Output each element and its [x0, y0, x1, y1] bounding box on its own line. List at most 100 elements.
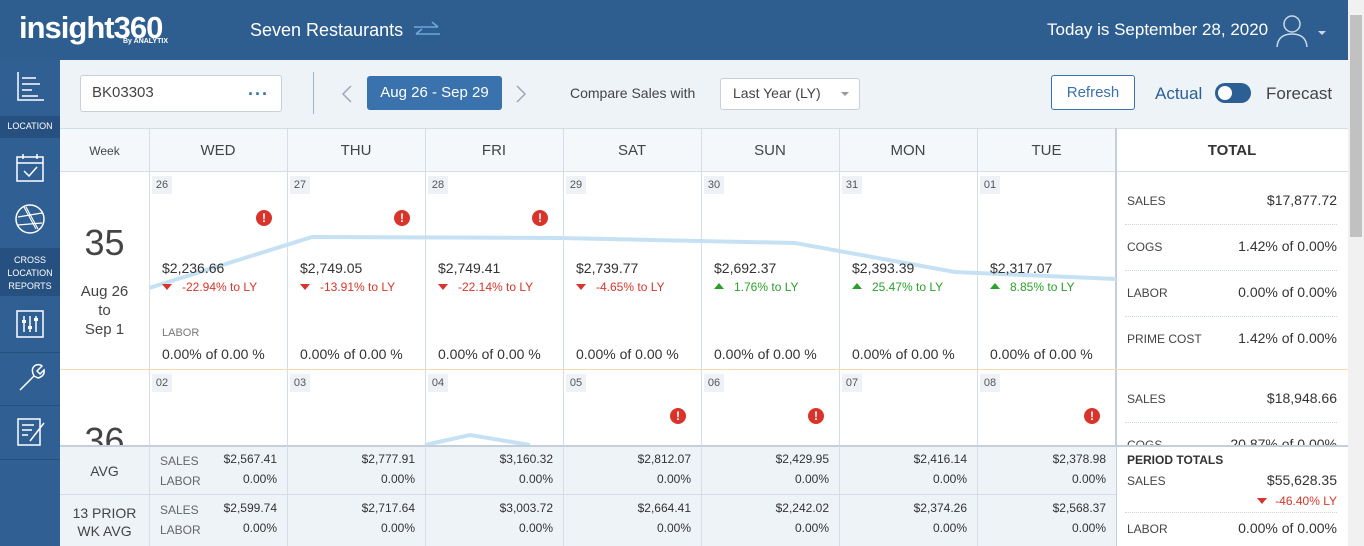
cell-sales: $2,393.39 — [852, 260, 915, 276]
summary-labor: 0.00% — [1071, 472, 1106, 486]
day-header: SUN — [754, 142, 786, 159]
select-caret[interactable] — [840, 90, 850, 98]
calendar-icon[interactable] — [12, 150, 48, 186]
trend-arrow — [300, 284, 310, 290]
day-number: 04 — [431, 377, 445, 389]
summary-sales: $2,717.64 — [361, 501, 415, 515]
trend-arrow — [1257, 498, 1267, 504]
sliders-icon[interactable] — [12, 306, 48, 342]
summary-labor: 0.00% — [1071, 521, 1106, 535]
labor-label: LABOR — [162, 327, 200, 339]
store-select[interactable] — [80, 75, 282, 112]
summary-area — [60, 445, 1116, 546]
column-line — [287, 446, 288, 546]
compare-value[interactable]: Last Year (LY) — [733, 85, 821, 101]
store-code[interactable]: BK03303 — [92, 84, 154, 101]
week-to: Sep 1 — [84, 321, 125, 338]
sidebar-label[interactable]: CROSS LOCATION REPORTS — [7, 255, 53, 291]
total-divider — [1125, 224, 1337, 225]
summary-labor: 0.00% — [242, 472, 277, 486]
column-line — [839, 446, 840, 546]
day-badge — [842, 176, 862, 194]
sidebar — [0, 60, 60, 546]
cell-labor: 0.00% of 0.00 % — [300, 346, 403, 362]
alert-icon[interactable]: ! — [1084, 408, 1100, 424]
summary-sales: $2,777.91 — [361, 452, 415, 466]
period-sales: $55,628.35 — [1266, 472, 1337, 488]
alert-icon[interactable]: ! — [256, 210, 272, 226]
summary-sales: $3,160.32 — [499, 452, 553, 466]
total-value: 1.42% of 0.00% — [1238, 238, 1337, 254]
summary-labor: 0.00% — [380, 472, 415, 486]
period-change: -46.40% LY — [1275, 494, 1337, 508]
summary-labor: 0.00% — [242, 521, 277, 535]
actual-label[interactable]: Actual — [1155, 84, 1203, 103]
day-number: 08 — [983, 377, 997, 389]
summary-labor: 0.00% — [932, 472, 967, 486]
refresh-label[interactable]: Refresh — [1066, 84, 1120, 101]
alert-icon[interactable]: ! — [670, 408, 686, 424]
summary-sales: $3,003.72 — [499, 501, 553, 515]
date-range[interactable]: Aug 26 - Sep 29 — [380, 84, 489, 101]
store-more[interactable]: ... — [248, 79, 270, 99]
header-bar — [0, 0, 1348, 60]
summary-sales: $2,664.41 — [637, 501, 691, 515]
location-band — [0, 116, 60, 138]
cell-change: 8.85% to LY — [1010, 280, 1075, 294]
restaurant-name[interactable]: Seven Restaurants — [250, 20, 404, 40]
alert-icon[interactable]: ! — [808, 408, 824, 424]
column-line — [1115, 128, 1117, 546]
day-badge — [290, 176, 310, 194]
trend-arrow — [990, 283, 1000, 289]
column-line — [839, 128, 840, 546]
day-badge — [980, 176, 1000, 194]
user-icon[interactable] — [1272, 12, 1332, 52]
cell-sales: $2,749.41 — [438, 260, 501, 276]
column-line — [701, 446, 702, 546]
summary-sales: $2,378.98 — [1052, 452, 1106, 466]
total-label: LABOR — [1127, 286, 1168, 300]
total-label: PRIME COST — [1127, 332, 1202, 346]
total-divider — [1125, 512, 1337, 513]
column-line — [287, 128, 288, 546]
wrench-icon[interactable] — [12, 360, 48, 396]
day-number: 31 — [845, 179, 859, 191]
compare-select[interactable] — [720, 78, 860, 110]
day-badge — [704, 176, 724, 194]
column-line — [425, 128, 426, 546]
alert-icon[interactable]: ! — [532, 210, 548, 226]
day-number: 03 — [293, 377, 307, 389]
summary-sales: $2,242.02 — [775, 501, 829, 515]
day-number: 01 — [983, 179, 997, 191]
sidebar-divider — [0, 405, 60, 406]
summary-label: AVG — [90, 463, 119, 479]
total-header: TOTAL — [1207, 142, 1257, 159]
day-badge — [704, 374, 724, 392]
cell-change: -13.91% to LY — [320, 280, 396, 294]
aperture-icon[interactable] — [12, 201, 48, 237]
next-arrow[interactable] — [514, 84, 528, 104]
trend-arrow — [438, 284, 448, 290]
date-range-button[interactable] — [367, 76, 502, 110]
summary-labor: 0.00% — [518, 472, 553, 486]
edit-icon[interactable] — [12, 413, 48, 449]
column-line — [425, 446, 426, 546]
forecast-label[interactable]: Forecast — [1266, 84, 1333, 103]
report-icon[interactable] — [12, 68, 48, 104]
cell-sales: $2,236.66 — [162, 260, 225, 276]
swap-icon[interactable] — [412, 20, 442, 40]
refresh-button[interactable] — [1051, 75, 1135, 110]
cell-change: 25.47% to LY — [872, 280, 944, 294]
cell-labor: 0.00% of 0.00 % — [990, 346, 1093, 362]
sales-trend-line — [149, 234, 1116, 445]
sidebar-label: LOCATION — [7, 121, 53, 131]
week-header: Week — [89, 144, 120, 158]
prev-arrow[interactable] — [340, 84, 354, 104]
summary-labor: 0.00% — [380, 521, 415, 535]
summary-sales-label: SALES — [160, 454, 199, 468]
week-row: 35 Aug 26 to Sep 1 26! $2,236.66 -22.94% to LY… — [60, 172, 1348, 370]
day-number: 26 — [155, 179, 169, 191]
alert-icon[interactable]: ! — [394, 210, 410, 226]
compare-label: Compare Sales with — [570, 85, 696, 101]
